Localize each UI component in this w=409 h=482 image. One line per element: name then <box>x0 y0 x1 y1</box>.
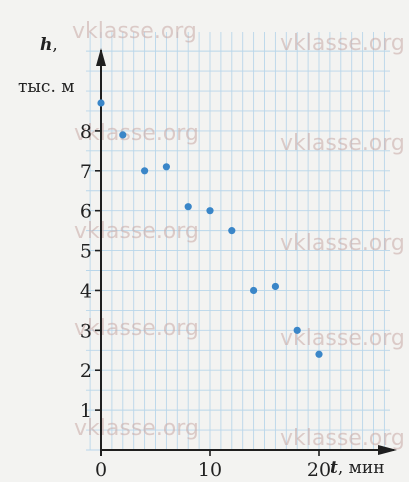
data-points <box>97 99 323 358</box>
y-tick-label: 2 <box>80 360 92 382</box>
y-axis-label: h, <box>40 35 58 55</box>
watermark-text: vklasse.org <box>74 316 199 341</box>
y-tick-label: 5 <box>80 241 92 263</box>
y-tick-label: 6 <box>80 201 92 223</box>
grid <box>86 32 390 451</box>
watermark-text: vklasse.org <box>280 31 405 56</box>
data-point <box>184 203 192 211</box>
y-axis-unit: тыс. м <box>18 77 75 97</box>
x-tick-label: 0 <box>95 459 107 481</box>
watermarks: vklasse.org vklasse.org vklasse.org vklasse… <box>72 19 405 451</box>
x-axis-label: t, мин <box>330 458 385 478</box>
y-tick-label: 8 <box>80 121 92 143</box>
y-axis-arrow <box>96 48 106 66</box>
data-point <box>119 131 127 139</box>
data-point <box>315 350 323 358</box>
y-tick-label: 7 <box>80 161 92 183</box>
y-tick-label: 4 <box>80 280 92 302</box>
watermark-text: vklasse.org <box>280 326 405 351</box>
data-point <box>97 99 105 107</box>
data-point <box>271 282 279 291</box>
watermark-text: vklasse.org <box>72 19 197 44</box>
data-point <box>228 227 236 235</box>
watermark-text: vklasse.org <box>74 416 199 441</box>
ticks: 1 2 3 4 5 6 7 8 0 10 20 <box>80 121 331 481</box>
watermark-text: vklasse.org <box>74 121 199 146</box>
x-axis-arrow <box>378 445 397 455</box>
y-tick-label: 1 <box>80 400 92 422</box>
y-tick-label: 3 <box>80 320 92 342</box>
data-point <box>206 207 214 215</box>
watermark-text: vklasse.org <box>280 131 405 156</box>
data-point <box>250 286 258 295</box>
axes <box>96 48 397 456</box>
data-point <box>162 163 170 171</box>
x-tick-label: 20 <box>307 459 331 481</box>
data-point <box>141 167 149 175</box>
data-point <box>293 326 301 334</box>
x-tick-label: 10 <box>198 459 222 481</box>
watermark-text: vklasse.org <box>74 219 199 244</box>
watermark-text: vklasse.org <box>280 231 405 256</box>
